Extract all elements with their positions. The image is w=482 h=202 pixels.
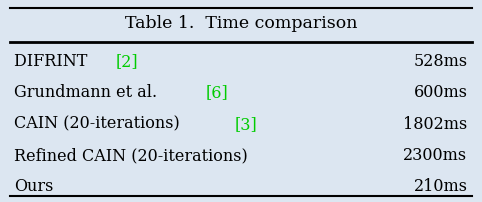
Text: [3]: [3] <box>235 116 258 133</box>
Text: Grundmann et al.: Grundmann et al. <box>14 84 163 101</box>
Text: DIFRINT: DIFRINT <box>14 53 93 70</box>
Text: [6]: [6] <box>206 84 228 101</box>
Text: 2300ms: 2300ms <box>403 147 468 164</box>
Text: 528ms: 528ms <box>414 53 468 70</box>
Text: 1802ms: 1802ms <box>403 116 468 133</box>
Text: 210ms: 210ms <box>414 178 468 195</box>
Text: Table 1.  Time comparison: Table 1. Time comparison <box>125 15 357 32</box>
Text: Ours: Ours <box>14 178 54 195</box>
Text: [2]: [2] <box>116 53 138 70</box>
Text: CAIN (20-iterations): CAIN (20-iterations) <box>14 116 186 133</box>
Text: Refined CAIN (20-iterations): Refined CAIN (20-iterations) <box>14 147 248 164</box>
Text: 600ms: 600ms <box>414 84 468 101</box>
